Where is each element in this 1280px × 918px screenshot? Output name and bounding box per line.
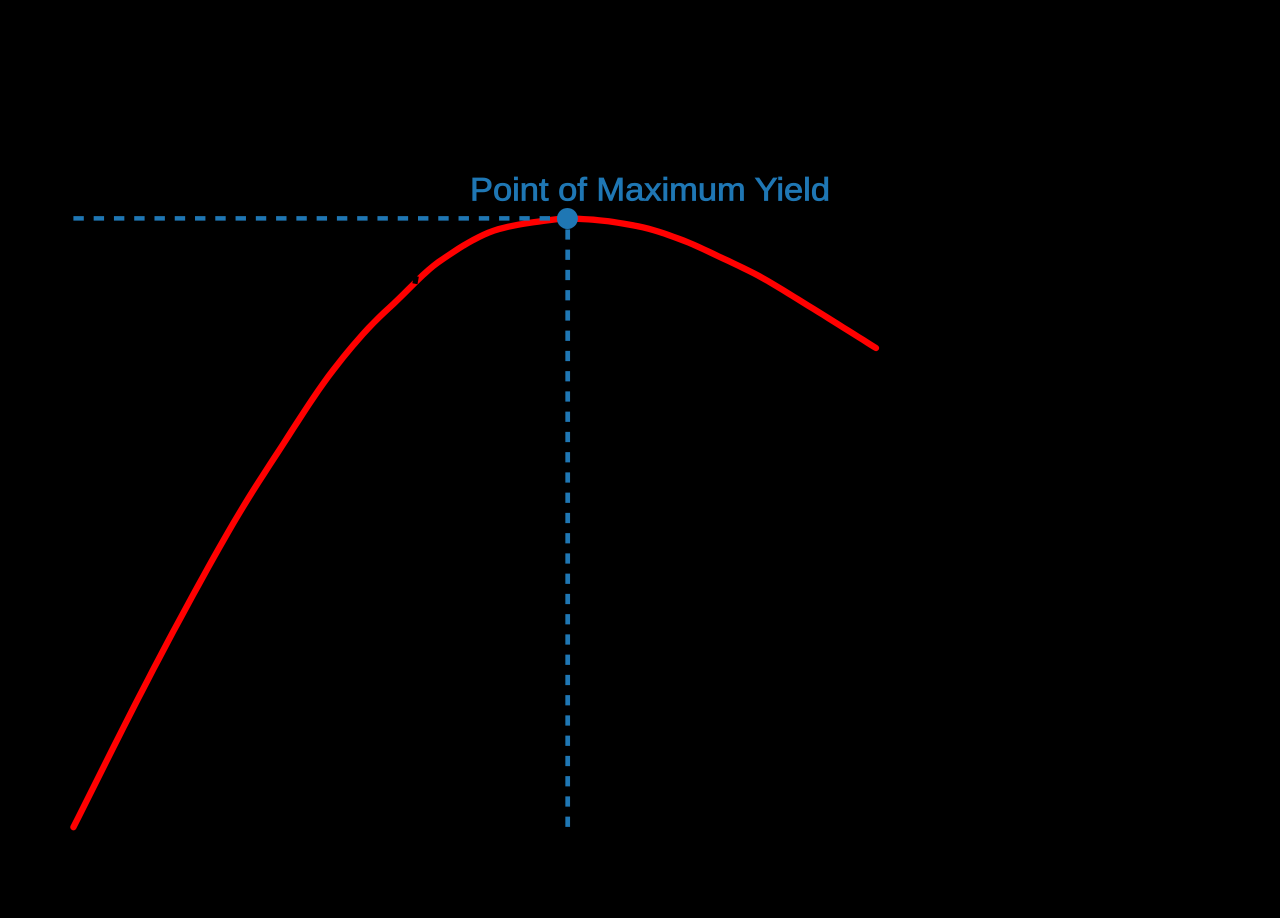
svg-text:Point of Maximum Yield: Point of Maximum Yield (470, 172, 830, 208)
